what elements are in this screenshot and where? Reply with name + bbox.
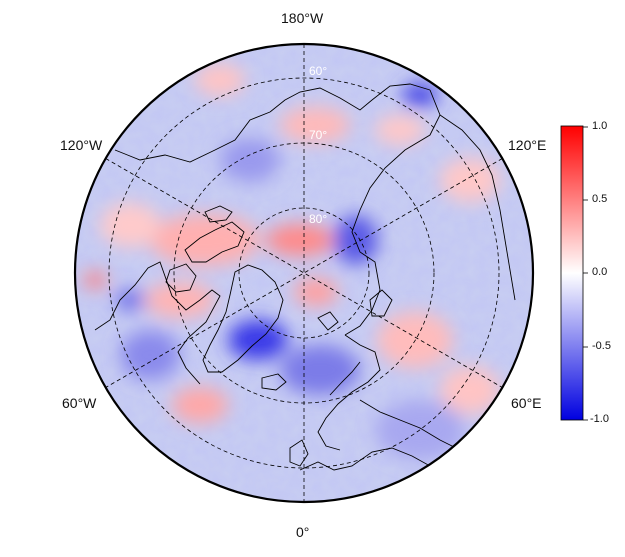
lon-label-120e: 120°E <box>508 137 547 153</box>
colorbar-tick-label: 0.0 <box>592 266 608 278</box>
colorbar-gradient <box>560 125 584 421</box>
lon-label-0: 0° <box>296 524 310 540</box>
colorbar <box>560 125 588 421</box>
lon-label-180w: 180°W <box>281 10 324 26</box>
lon-label-60w: 60°W <box>62 395 97 411</box>
correlation-field: 60° 70° 80° <box>75 44 533 502</box>
colorbar-ticks <box>583 126 588 421</box>
colorbar-tick-label: -0.5 <box>592 340 611 352</box>
lat-label-60: 60° <box>309 64 327 78</box>
meridian-120w-60e <box>105 158 503 388</box>
coastlines <box>94 83 516 471</box>
colorbar-tick-label: -1.0 <box>590 413 609 425</box>
graticule <box>105 44 503 502</box>
lat-label-70: 70° <box>309 128 327 142</box>
lon-label-60e: 60°E <box>511 395 542 411</box>
colorbar-tick-label: 1.0 <box>592 120 608 132</box>
map-boundary <box>73 42 535 504</box>
latitude-labels: 60° 70° 80° <box>309 64 327 226</box>
lon-label-120w: 120°W <box>60 137 103 153</box>
anomaly-patches <box>83 64 500 460</box>
latitude-circle-60 <box>108 77 500 469</box>
lat-label-80: 80° <box>309 212 327 226</box>
meridian-120e-60w <box>105 158 503 388</box>
colorbar-tick-label: 0.5 <box>592 193 608 205</box>
